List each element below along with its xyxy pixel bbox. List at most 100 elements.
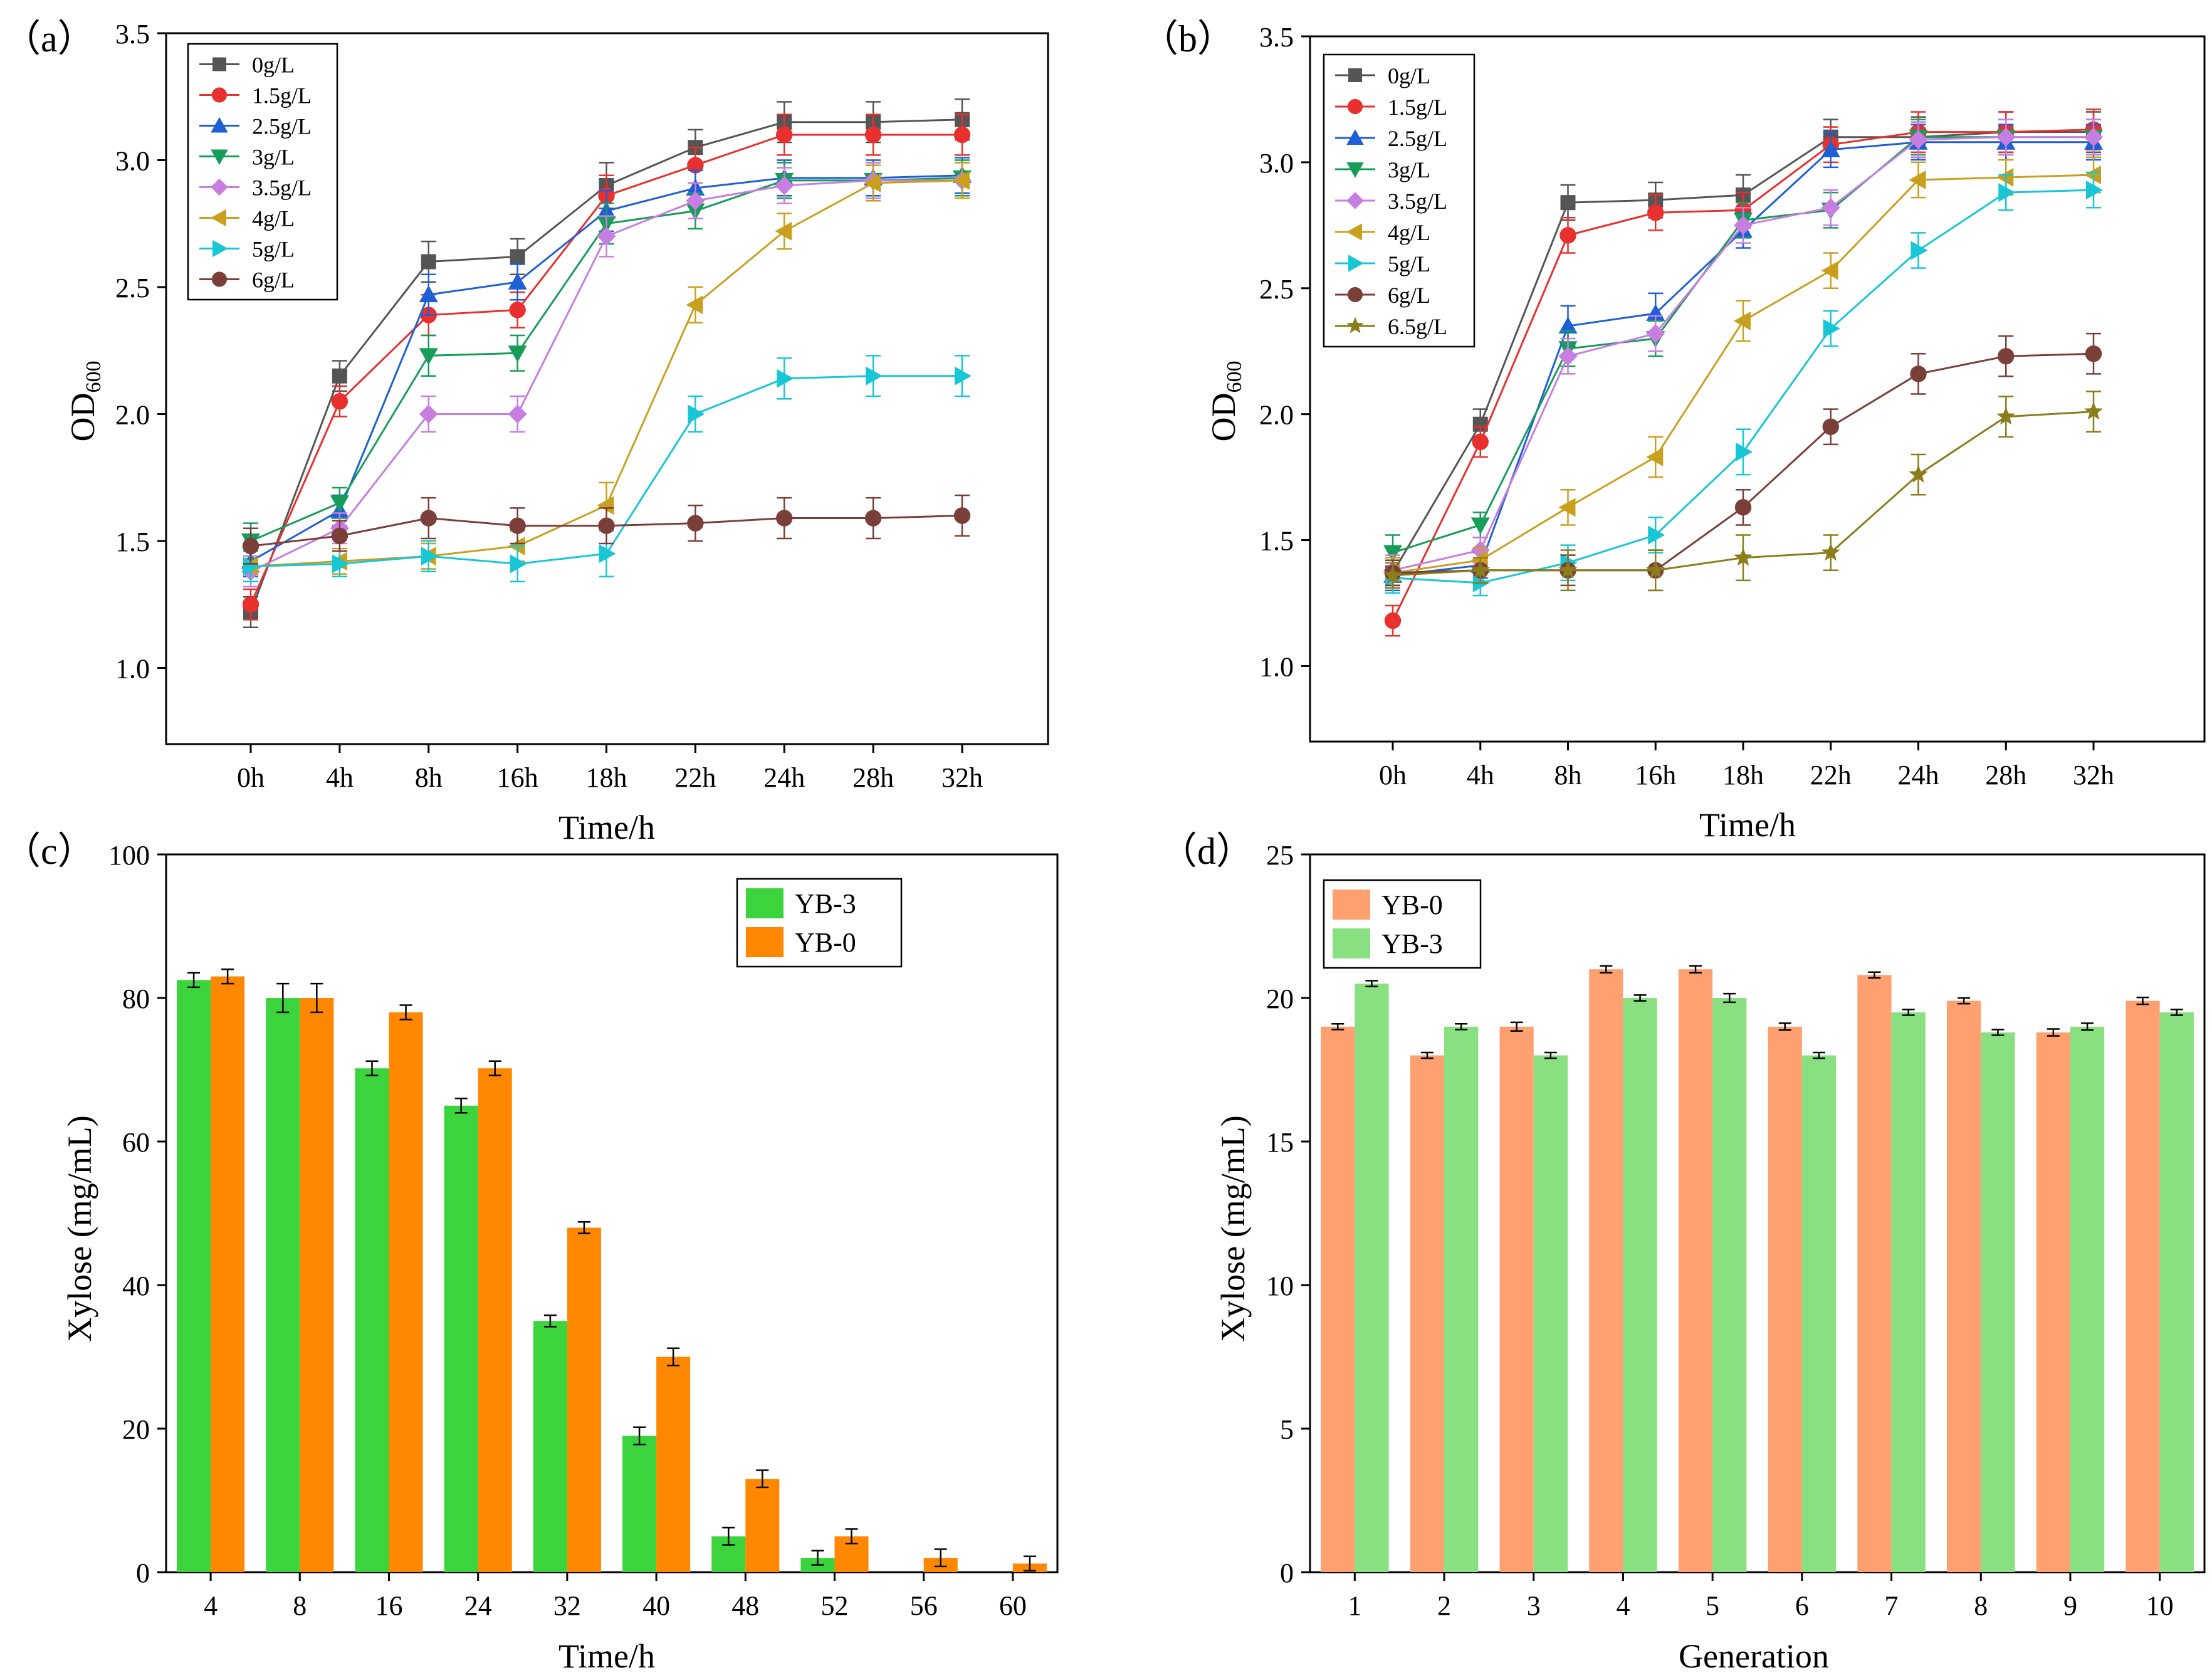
data-point xyxy=(242,537,259,555)
data-point xyxy=(688,404,705,424)
legend-label: 6g/L xyxy=(252,268,295,293)
data-point xyxy=(687,157,704,174)
series-YB-3 xyxy=(177,972,835,1572)
data-point xyxy=(331,393,349,410)
data-point xyxy=(510,554,527,574)
data-point xyxy=(1822,418,1839,435)
x-tick-label: 0h xyxy=(1379,760,1407,790)
y-tick-label: 1.5 xyxy=(115,527,150,557)
data-point xyxy=(332,554,349,574)
y-tick-label: 1.0 xyxy=(115,654,150,685)
data-point xyxy=(686,295,703,315)
x-tick-label: 52 xyxy=(821,1590,849,1621)
data-point xyxy=(775,221,792,241)
series-6.5g/L xyxy=(1383,391,2103,592)
plot-frame xyxy=(1309,35,2206,743)
panel-d-label: （d） xyxy=(1160,831,1254,872)
panel-b-plot-area xyxy=(1301,35,2206,750)
x-tick-label: 2 xyxy=(1437,1590,1451,1621)
legend-label: 3g/L xyxy=(252,145,295,170)
y-tick-label: 2.0 xyxy=(1259,400,1294,431)
panel-c-y-tick-labels: 0 20 40 60 80 100 xyxy=(108,840,150,1588)
data-point xyxy=(864,510,882,527)
y-tick-label: 20 xyxy=(1266,984,1294,1014)
data-point xyxy=(686,191,705,211)
legend-marker xyxy=(1346,162,1364,178)
legend-label: 3.5g/L xyxy=(1388,189,1447,214)
panel-d-y-axis-title: Xylose (mg/mL) xyxy=(1214,1115,1252,1341)
x-tick-label: 4h xyxy=(326,762,354,793)
legend-swatch xyxy=(746,927,784,957)
panel-c-x-axis-title: Time/h xyxy=(558,1637,655,1675)
bar xyxy=(1589,969,1623,1572)
x-tick-label: 28h xyxy=(1985,760,2026,790)
y-tick-label: 3.5 xyxy=(1259,22,1294,53)
x-tick-label: 56 xyxy=(910,1590,938,1621)
data-point xyxy=(1470,560,1490,579)
data-point xyxy=(2085,345,2102,362)
x-tick-label: 40 xyxy=(642,1590,670,1621)
panel-b-y-tick-labels: 1.0 1.5 2.0 2.5 3.0 3.5 xyxy=(1259,22,1294,682)
legend-marker xyxy=(1346,317,1364,333)
data-point xyxy=(1996,168,2014,187)
panel-a-y-tick-labels: 1.0 1.5 2.0 2.5 3.0 3.5 xyxy=(115,19,150,685)
panel-c-label: （c） xyxy=(3,831,95,872)
legend-label: YB-0 xyxy=(795,927,856,958)
data-point xyxy=(1646,560,1665,579)
data-point xyxy=(1648,525,1665,545)
x-tick-label: 5 xyxy=(1706,1590,1719,1621)
bar xyxy=(300,998,334,1572)
data-point xyxy=(1998,348,2015,365)
series-6g/L xyxy=(242,494,971,565)
bar xyxy=(1891,1012,1926,1572)
data-point xyxy=(509,302,526,318)
x-tick-label: 32h xyxy=(941,762,983,793)
data-point xyxy=(1646,324,1665,344)
panel-d-bar-chart: （d） 0 5 10 15 20 25 1 2 3 4 5 6 7 8 9 10 Generation Xy… xyxy=(1160,831,2206,1675)
data-point xyxy=(421,254,436,270)
legend-marker xyxy=(1347,286,1363,303)
data-point xyxy=(1823,319,1840,339)
legend-marker xyxy=(211,117,228,133)
legend-marker xyxy=(211,178,228,196)
data-point xyxy=(1911,241,1928,260)
panel-b-line-chart: （b） 1.0 1.5 2.0 2.5 3.0 3.5 0h 4h 8h 16h 18h 22h 24… xyxy=(1141,18,2206,844)
x-tick-label: 8h xyxy=(415,762,443,793)
x-tick-label: 18h xyxy=(586,762,627,793)
x-tick-label: 32h xyxy=(2073,760,2114,790)
bar xyxy=(1444,1026,1479,1572)
x-tick-label: 7 xyxy=(1885,1590,1899,1621)
bar xyxy=(656,1357,691,1572)
bar xyxy=(2070,1026,2105,1572)
legend-marker xyxy=(1348,255,1364,272)
legend-marker xyxy=(211,271,228,287)
data-point xyxy=(508,404,527,424)
panel-a-x-tick-labels: 0h 4h 8h 16h 18h 22h 24h 28h 32h xyxy=(237,762,983,793)
panel-a-y-axis-title: OD600 xyxy=(64,361,105,442)
panel-b-legend: 0g/L 1.5g/L 2.5g/L 3g/L 3.5g/L 4g/L 5g/L 6g/L 6.… xyxy=(1323,53,1476,348)
x-tick-label: 22h xyxy=(674,762,716,793)
legend-label: 0g/L xyxy=(252,53,295,78)
data-point xyxy=(419,348,438,365)
legend-marker xyxy=(212,239,228,258)
bar xyxy=(1947,1000,1981,1572)
y-tick-label: 10 xyxy=(1266,1271,1294,1301)
panel-a-x-axis-title: Time/h xyxy=(558,809,655,846)
panel-c-x-tick-labels: 4 8 16 24 32 40 48 52 56 60 xyxy=(204,1590,1027,1621)
data-point xyxy=(775,176,794,195)
x-tick-label: 16h xyxy=(497,762,538,793)
panel-b-y-axis-title: OD600 xyxy=(1205,361,1246,442)
bar xyxy=(1768,1026,1802,1572)
y-tick-label: 5 xyxy=(1280,1414,1294,1445)
series-YB-0 xyxy=(211,968,1047,1572)
series-YB-3 xyxy=(1355,980,2194,1572)
plot-frame xyxy=(1309,853,2206,1573)
data-point xyxy=(421,547,438,566)
legend-label: 4g/L xyxy=(1388,220,1430,245)
data-point xyxy=(331,527,349,545)
x-tick-label: 4 xyxy=(204,1590,218,1621)
data-point xyxy=(1909,171,1926,190)
data-point xyxy=(953,507,971,524)
y-tick-label: 2.5 xyxy=(1259,274,1294,305)
